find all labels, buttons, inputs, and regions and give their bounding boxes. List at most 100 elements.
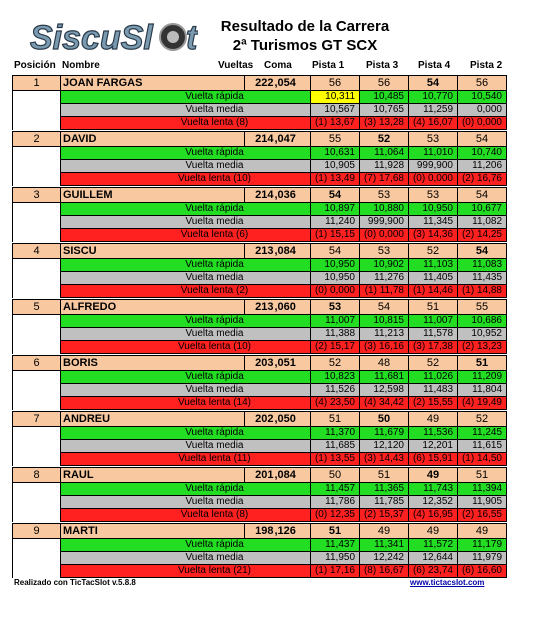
fast-lap-row-label: Vuelta rápida bbox=[60, 538, 311, 552]
slow-lap-count: (10) bbox=[233, 341, 252, 353]
lap-time: 11,785 bbox=[359, 495, 409, 509]
header-pista4: Pista 4 bbox=[418, 60, 451, 71]
driver-name: BORIS bbox=[60, 355, 245, 371]
track-laps: 52 bbox=[408, 355, 458, 371]
track-laps: 54 bbox=[408, 75, 458, 91]
lap-time: (0) 0,000 bbox=[359, 228, 409, 242]
avg-lap-row: Vuelta media 11,388 11,213 11,578 10,952 bbox=[12, 327, 507, 341]
fast-lap-row: Vuelta rápida 10,950 10,902 11,103 11,083 bbox=[12, 258, 507, 272]
lap-time: 11,536 bbox=[408, 426, 458, 440]
track-laps: 52 bbox=[457, 411, 507, 427]
lap-time: (3) 14,43 bbox=[359, 452, 409, 466]
track-laps: 49 bbox=[408, 523, 458, 539]
slow-lap-count: (2) bbox=[236, 285, 249, 297]
position-cell: 9 bbox=[12, 523, 61, 539]
header-coma: Coma bbox=[264, 60, 292, 71]
lap-time: 10,567 bbox=[310, 103, 360, 117]
avg-lap-row: Vuelta media 11,786 11,785 12,352 11,905 bbox=[12, 495, 507, 509]
lap-time: 10,815 bbox=[359, 314, 409, 328]
lap-time: 11,370 bbox=[310, 426, 360, 440]
lap-time: 11,341 bbox=[359, 538, 409, 552]
fast-lap-row-label: Vuelta rápida bbox=[60, 370, 311, 384]
track-laps: 51 bbox=[359, 467, 409, 483]
fast-lap-row: Vuelta rápida 10,897 10,880 10,950 10,677 bbox=[12, 202, 507, 216]
lap-time: 11,437 bbox=[310, 538, 360, 552]
slow-lap-row-label: Vuelta lenta (10) bbox=[60, 172, 311, 186]
lap-time: 11,007 bbox=[310, 314, 360, 328]
slow-lap-row-label: Vuelta lenta (11) bbox=[60, 452, 311, 466]
lap-time: (0) 12,35 bbox=[310, 508, 360, 522]
driver-row: 5 ALFREDO 213,060 53 54 51 55 bbox=[12, 299, 507, 315]
lap-time: 11,685 bbox=[310, 439, 360, 453]
lap-time: 0,000 bbox=[457, 103, 507, 117]
lap-time: (2) 16,55 bbox=[457, 508, 507, 522]
lap-time: 11,804 bbox=[457, 383, 507, 397]
track-laps: 52 bbox=[359, 131, 409, 147]
lap-time: 11,483 bbox=[408, 383, 458, 397]
track-laps: 51 bbox=[310, 411, 360, 427]
lap-time: 11,615 bbox=[457, 439, 507, 453]
lap-time: 12,644 bbox=[408, 551, 458, 565]
track-laps: 56 bbox=[457, 75, 507, 91]
driver-name: MARTI bbox=[60, 523, 245, 539]
laps-fraction: ,051 bbox=[274, 355, 311, 371]
lap-time: (1) 14,88 bbox=[457, 284, 507, 298]
track-laps: 53 bbox=[408, 187, 458, 203]
track-laps: 55 bbox=[310, 131, 360, 147]
fast-lap-row: Vuelta rápida 10,823 11,681 11,026 11,209 bbox=[12, 370, 507, 384]
lap-time: 11,365 bbox=[359, 482, 409, 496]
header-nombre: Nombre bbox=[62, 60, 100, 71]
laps-total: 213 bbox=[244, 243, 275, 259]
lap-time: 11,679 bbox=[359, 426, 409, 440]
laps-fraction: ,084 bbox=[274, 467, 311, 483]
slow-lap-row-label: Vuelta lenta (8) bbox=[60, 116, 311, 130]
lap-time: (2) 15,55 bbox=[408, 396, 458, 410]
results-table: 1 JOAN FARGAS 222,054 56 56 54 56 Vuelta rápida… bbox=[12, 74, 507, 578]
lap-time: (1) 14,50 bbox=[457, 452, 507, 466]
lap-time: (2) 14,25 bbox=[457, 228, 507, 242]
laps-fraction: ,036 bbox=[274, 187, 311, 203]
fast-lap-row-label: Vuelta rápida bbox=[60, 258, 311, 272]
avg-lap-row-label: Vuelta media bbox=[60, 271, 311, 285]
footer-credit: Realizado con TicTacSlot v.5.8.8 bbox=[14, 578, 136, 587]
lap-time: (3) 16,16 bbox=[359, 340, 409, 354]
lap-time: 11,209 bbox=[457, 370, 507, 384]
svg-text:t: t bbox=[186, 19, 198, 57]
driver-row: 1 JOAN FARGAS 222,054 56 56 54 56 bbox=[12, 75, 507, 91]
position-cell: 6 bbox=[12, 355, 61, 371]
lap-time: 10,950 bbox=[310, 258, 360, 272]
avg-lap-row: Vuelta media 11,526 12,598 11,483 11,804 bbox=[12, 383, 507, 397]
lap-time: (4) 16,07 bbox=[408, 116, 458, 130]
avg-lap-row-label: Vuelta media bbox=[60, 327, 311, 341]
header-pista1: Pista 1 bbox=[312, 60, 345, 71]
fast-lap-row: Vuelta rápida 10,631 11,064 11,010 10,740 bbox=[12, 146, 507, 160]
lap-time: 11,979 bbox=[457, 551, 507, 565]
lap-time: (1) 15,15 bbox=[310, 228, 360, 242]
header-pista2: Pista 2 bbox=[470, 60, 503, 71]
lap-time: 11,572 bbox=[408, 538, 458, 552]
lap-time: 11,245 bbox=[457, 426, 507, 440]
laps-fraction: ,126 bbox=[274, 523, 311, 539]
lap-time: 11,007 bbox=[408, 314, 458, 328]
fast-lap-row-label: Vuelta rápida bbox=[60, 202, 311, 216]
track-laps: 54 bbox=[310, 243, 360, 259]
position-cell: 4 bbox=[12, 243, 61, 259]
driver-row: 2 DAVID 214,047 55 52 53 54 bbox=[12, 131, 507, 147]
track-laps: 50 bbox=[359, 411, 409, 427]
laps-fraction: ,047 bbox=[274, 131, 311, 147]
avg-lap-row-label: Vuelta media bbox=[60, 383, 311, 397]
lap-time: 11,388 bbox=[310, 327, 360, 341]
track-laps: 51 bbox=[457, 355, 507, 371]
slow-lap-row: Vuelta lenta (6) (1) 15,15 (0) 0,000 (3) 14… bbox=[12, 228, 507, 242]
footer-link[interactable]: www.tictacslot.com bbox=[410, 578, 485, 587]
lap-time: (4) 19,49 bbox=[457, 396, 507, 410]
laps-fraction: ,050 bbox=[274, 411, 311, 427]
driver-name: ALFREDO bbox=[60, 299, 245, 315]
lap-time: 11,526 bbox=[310, 383, 360, 397]
lap-time: 10,631 bbox=[310, 146, 360, 160]
track-laps: 56 bbox=[359, 75, 409, 91]
slow-lap-row: Vuelta lenta (10) (2) 15,17 (3) 16,16 (3) 1… bbox=[12, 340, 507, 354]
lap-time: 10,880 bbox=[359, 202, 409, 216]
lap-time: (7) 17,68 bbox=[359, 172, 409, 186]
lap-time: 12,201 bbox=[408, 439, 458, 453]
